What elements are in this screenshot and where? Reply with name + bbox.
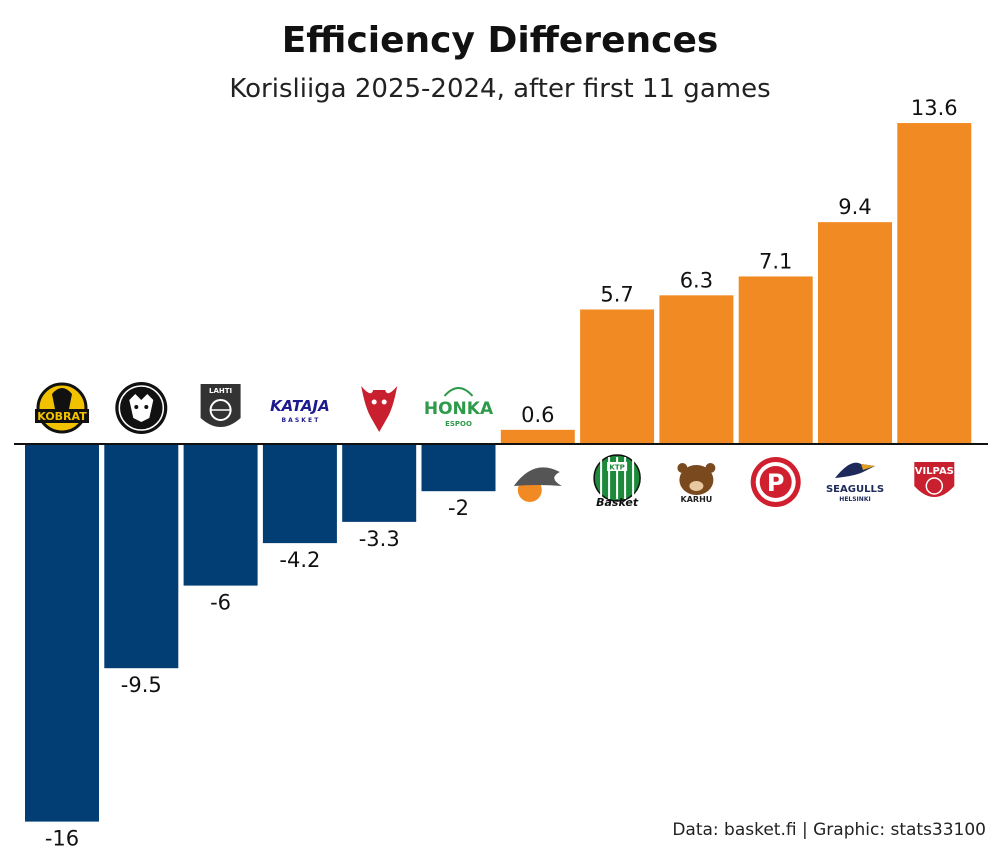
svg-text:HELSINKI: HELSINKI — [839, 496, 870, 503]
bar-bears — [104, 444, 179, 669]
chart-subtitle: Korisliiga 2025-2024, after first 11 gam… — [229, 74, 771, 104]
source-note: Data: basket.fi | Graphic: stats33100 — [672, 820, 986, 840]
chart-title: Efficiency Differences — [281, 20, 719, 61]
bears-logo-icon — [115, 382, 168, 434]
bar-value-label: -6 — [210, 591, 231, 615]
svg-text:KTP: KTP — [609, 464, 624, 472]
bar-value-label: 6.3 — [680, 268, 713, 292]
karhu-logo-icon: KARHU — [677, 463, 716, 504]
bar-value-label: 5.7 — [600, 282, 633, 306]
bar-kobrat — [25, 444, 99, 822]
svg-text:KARHU: KARHU — [681, 495, 713, 504]
bisons-logo-icon — [361, 386, 398, 432]
bar-value-label: 9.4 — [838, 195, 871, 219]
bar-value-label: -16 — [45, 827, 79, 851]
svg-text:B A S K E T: B A S K E T — [281, 417, 319, 424]
svg-text:Basket: Basket — [596, 496, 639, 509]
svg-text:KATAJA: KATAJA — [270, 397, 330, 415]
svg-text:LAHTI: LAHTI — [209, 387, 232, 395]
bar-value-label: -2 — [448, 496, 469, 520]
svg-text:VILPAS: VILPAS — [915, 466, 954, 477]
sharks-logo-icon — [513, 467, 562, 502]
bar-bisons — [342, 444, 417, 522]
lahti-logo-icon: LAHTI — [200, 384, 241, 427]
bar-kauhajoen-karhu-basket — [659, 295, 734, 444]
vilpas-logo-icon: VILPAS — [914, 462, 955, 497]
bar-value-label: -4.2 — [279, 548, 320, 572]
pyrinto-logo-icon: P — [750, 457, 801, 507]
kataja-logo-icon: KATAJA B A S K E T — [270, 397, 330, 424]
svg-text:ESPOO: ESPOO — [445, 420, 472, 428]
bar-value-label: 7.1 — [759, 249, 792, 273]
bar-lahti-basketball — [183, 444, 258, 586]
bar-pyrinto — [738, 276, 813, 444]
svg-text:HONKA: HONKA — [424, 399, 494, 419]
svg-text:P: P — [767, 469, 785, 497]
bar-seagulls-helsinki — [818, 222, 892, 444]
bar-ktp-basket — [580, 309, 655, 444]
bar-value-label: 13.6 — [911, 96, 958, 120]
bar-vilpas — [897, 123, 972, 444]
bar-value-label: 0.6 — [521, 403, 554, 427]
bar-value-label: -3.3 — [359, 527, 400, 551]
svg-text:KOBRAT: KOBRAT — [37, 410, 87, 423]
bar-value-label: -9.5 — [121, 673, 162, 697]
bar-tapiolan-honka — [421, 444, 496, 492]
bar-sharks — [500, 429, 575, 444]
svg-text:SEAGULLS: SEAGULLS — [826, 484, 884, 495]
ktp-logo-icon: KTP Basket — [593, 454, 641, 509]
kobrat-logo-icon: KOBRAT — [35, 382, 89, 434]
bar-kataja-basket — [262, 444, 337, 544]
